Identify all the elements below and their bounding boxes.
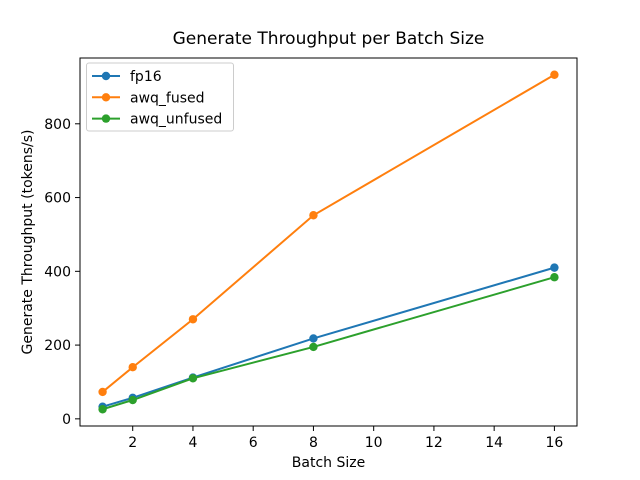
x-tick-label: 10: [365, 435, 383, 451]
data-point-awq_unfused: [550, 273, 559, 282]
y-tick-label: 200: [44, 338, 71, 354]
x-tick-label: 6: [249, 435, 258, 451]
legend-marker-awq_unfused: [101, 114, 111, 123]
x-tick-label: 8: [309, 435, 318, 451]
y-tick-label: 600: [44, 191, 71, 207]
y-tick-label: 0: [62, 412, 71, 428]
data-point-awq_fused: [188, 315, 198, 324]
legend-marker-fp16: [101, 71, 111, 81]
data-point-fp16: [550, 263, 559, 272]
data-point-awq_unfused: [98, 405, 107, 414]
x-tick-label: 16: [545, 435, 563, 451]
y-tick-label: 800: [44, 117, 71, 133]
data-point-awq_unfused: [188, 374, 198, 383]
data-point-awq_fused: [309, 211, 318, 220]
data-point-awq_fused: [98, 387, 107, 397]
y-axis-ticks: 0 200 400 600 800: [44, 117, 80, 428]
series-awq_fused: [98, 70, 559, 397]
x-tick-label: 2: [128, 435, 137, 451]
legend-marker-awq_fused: [101, 93, 111, 102]
plot-spines: [79, 57, 578, 427]
series-fp16: [98, 263, 559, 411]
data-point-fp16: [309, 334, 318, 343]
y-tick-label: 400: [44, 264, 71, 280]
series-line-awq_unfused: [102, 276, 555, 411]
x-axis-label: Batch Size: [291, 455, 366, 471]
data-point-awq_fused: [128, 363, 137, 372]
data-point-awq_fused: [550, 70, 559, 79]
x-tick-label: 14: [485, 435, 503, 451]
legend-label-awq_unfused: awq_unfused: [130, 112, 222, 128]
y-axis-label: Generate Throughput (tokens/s): [20, 129, 36, 355]
series-awq_unfused: [98, 273, 559, 414]
data-point-awq_unfused: [128, 395, 137, 405]
legend-box: [86, 62, 234, 132]
x-tick-label: 4: [188, 435, 197, 451]
chart-title: Generate Throughput per Batch Size: [172, 29, 485, 49]
data-point-awq_unfused: [309, 342, 318, 352]
legend-label-awq_fused: awq_fused: [130, 90, 205, 106]
x-tick-label: 12: [425, 435, 443, 451]
legend-label-fp16: fp16: [130, 69, 162, 85]
legend: fp16 awq_fused awq_unfused: [86, 62, 234, 132]
x-axis-ticks: 2 4 6 8 10 12 14 16: [128, 426, 563, 451]
